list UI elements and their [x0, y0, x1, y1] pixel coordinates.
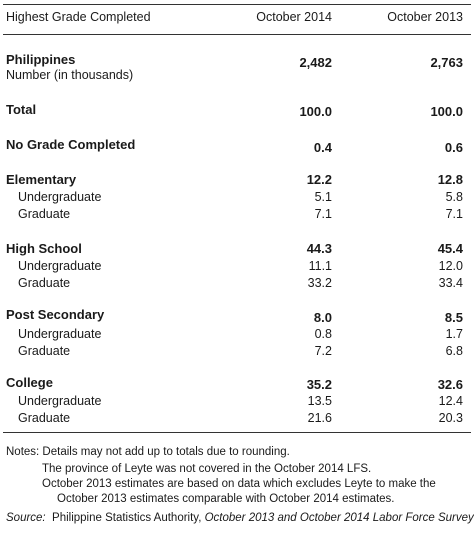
total-label: Total [6, 102, 37, 117]
philippines-2014: 2,482 [299, 55, 332, 70]
college-label: College [6, 375, 53, 390]
elementary-grad-2014: 7.1 [314, 207, 332, 221]
high-school-grad-label: Graduate [18, 276, 71, 290]
header-grade-label: Highest Grade Completed [6, 10, 151, 24]
college-grad-2014: 21.6 [307, 411, 332, 425]
post-secondary-2014: 8.0 [313, 310, 332, 325]
post-secondary-undergrad-2013: 1.7 [445, 327, 463, 341]
high-school-2013: 45.4 [437, 241, 463, 256]
elementary-undergrad-2013: 5.8 [445, 190, 463, 204]
no-grade-label: No Grade Completed [6, 137, 136, 152]
high-school-2014: 44.3 [306, 241, 332, 256]
top-rule [3, 4, 471, 5]
elementary-grad-2013: 7.1 [445, 207, 463, 221]
header-october-2013: October 2013 [387, 10, 463, 24]
total-2013: 100.0 [430, 104, 463, 119]
high-school-label: High School [6, 241, 82, 256]
high-school-undergrad-2014: 11.1 [308, 259, 332, 273]
note-leyte: The province of Leyte was not covered in… [42, 463, 372, 475]
elementary-undergrad-2014: 5.1 [314, 190, 332, 204]
high-school-undergrad-label: Undergraduate [18, 259, 102, 273]
post-secondary-grad-2014: 7.2 [314, 344, 332, 358]
college-2014: 35.2 [306, 377, 332, 392]
elementary-2013: 12.8 [437, 172, 463, 187]
high-school-grad-2014: 33.2 [307, 276, 332, 290]
no-grade-2013: 0.6 [444, 140, 463, 155]
college-grad-2013: 20.3 [438, 411, 463, 425]
source-org: Philippine Statistics Authority, [52, 512, 202, 524]
note-comparable: October 2013 estimates comparable with O… [57, 493, 395, 505]
elementary-undergrad-label: Undergraduate [18, 190, 102, 204]
post-secondary-grad-label: Graduate [18, 344, 71, 358]
note-estimates: October 2013 estimates are based on data… [42, 478, 436, 490]
header-rule [3, 34, 471, 35]
college-undergrad-2013: 12.4 [438, 394, 463, 408]
post-secondary-2013: 8.5 [444, 310, 463, 325]
total-2014: 100.0 [299, 104, 332, 119]
philippines-2013: 2,763 [430, 55, 463, 70]
source-label: Source: [6, 512, 46, 524]
college-undergrad-label: Undergraduate [18, 394, 102, 408]
post-secondary-grad-2013: 6.8 [445, 344, 463, 358]
philippines-sublabel: Number (in thousands) [6, 68, 134, 82]
college-undergrad-2014: 13.5 [307, 394, 332, 408]
philippines-label: Philippines [6, 52, 76, 67]
high-school-undergrad-2013: 12.0 [438, 259, 463, 273]
source-line: Source: Philippine Statistics Authority,… [6, 511, 474, 526]
source-title: October 2013 and October 2014 Labor Forc… [204, 512, 474, 524]
no-grade-2014: 0.4 [313, 140, 332, 155]
elementary-label: Elementary [6, 172, 77, 187]
post-secondary-undergrad-2014: 0.8 [314, 327, 332, 341]
bottom-rule [3, 432, 471, 433]
elementary-grad-label: Graduate [18, 207, 71, 221]
post-secondary-undergrad-label: Undergraduate [18, 327, 102, 341]
note-rounding: Notes: Details may not add up to totals … [6, 446, 290, 458]
college-grad-label: Graduate [18, 411, 71, 425]
elementary-2014: 12.2 [306, 172, 332, 187]
high-school-grad-2013: 33.4 [438, 276, 463, 290]
post-secondary-label: Post Secondary [6, 307, 105, 322]
college-2013: 32.6 [437, 377, 463, 392]
header-october-2014: October 2014 [256, 10, 332, 24]
